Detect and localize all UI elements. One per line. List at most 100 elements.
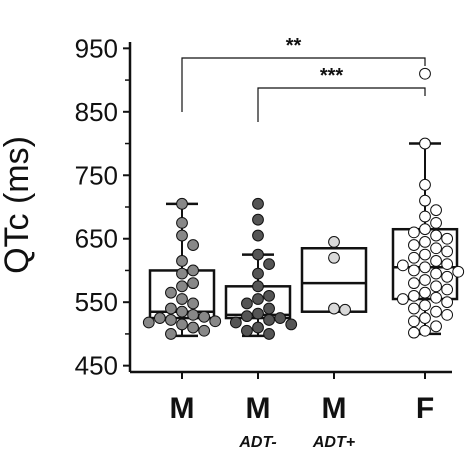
data-point	[430, 255, 442, 267]
data-point	[252, 229, 264, 242]
data-point	[339, 303, 351, 316]
category-label: F	[416, 392, 434, 425]
data-point	[396, 259, 409, 272]
data-point	[176, 305, 188, 318]
data-point	[252, 321, 264, 334]
data-point	[187, 297, 199, 310]
data-point	[252, 197, 264, 210]
data-point	[408, 326, 420, 339]
data-point	[441, 232, 454, 245]
data-point	[408, 226, 420, 239]
data-point	[252, 307, 264, 320]
data-point	[430, 242, 442, 255]
category-label: M	[246, 392, 271, 425]
data-point	[328, 236, 340, 248]
data-point	[263, 328, 275, 340]
data-point	[241, 297, 253, 310]
data-point	[198, 324, 211, 337]
data-point	[252, 293, 264, 305]
data-point	[176, 229, 188, 242]
data-point	[176, 197, 188, 210]
data-point	[419, 210, 431, 223]
data-point	[274, 312, 287, 324]
data-point	[419, 236, 431, 248]
data-point	[285, 318, 298, 331]
data-point	[430, 305, 442, 318]
data-point	[408, 302, 420, 315]
data-point	[241, 324, 253, 337]
bracket-line	[181, 57, 426, 112]
y-tick-label: 550	[75, 287, 118, 317]
data-point	[408, 251, 420, 264]
data-point	[419, 286, 431, 299]
significance-bracket: **	[181, 35, 426, 112]
data-point	[252, 248, 264, 261]
data-point	[408, 264, 420, 277]
data-point	[441, 270, 454, 283]
data-point	[252, 213, 264, 226]
data-point	[430, 216, 442, 229]
data-point	[430, 267, 442, 280]
data-point	[198, 310, 211, 323]
data-point	[252, 267, 264, 280]
y-tick-label: 850	[75, 97, 118, 127]
y-tick-label: 950	[75, 33, 118, 63]
significance-label: ***	[320, 65, 344, 87]
data-point	[142, 316, 155, 329]
data-point	[263, 289, 275, 302]
data-point	[430, 229, 442, 242]
data-point	[441, 308, 454, 321]
data-point	[153, 312, 166, 324]
data-point	[430, 320, 442, 333]
data-point	[441, 245, 454, 258]
data-point	[419, 194, 431, 207]
data-point	[441, 283, 454, 296]
data-point	[187, 277, 199, 290]
data-point	[419, 312, 431, 324]
data-point	[419, 223, 431, 236]
data-point	[187, 264, 199, 277]
data-point	[176, 280, 188, 293]
data-point	[430, 291, 442, 304]
data-point	[176, 216, 188, 229]
data-point	[165, 286, 177, 299]
data-point	[241, 310, 253, 323]
data-point	[419, 137, 431, 150]
y-tick-label: 450	[75, 351, 118, 381]
data-point	[430, 280, 442, 293]
data-point	[419, 67, 431, 80]
category-label: M	[170, 392, 195, 425]
data-point	[419, 261, 431, 274]
data-point	[187, 239, 199, 251]
data-point	[408, 239, 420, 251]
category-sublabel: ADT+	[312, 434, 355, 451]
data-point	[408, 277, 420, 290]
data-point	[165, 302, 177, 315]
data-point	[187, 321, 199, 334]
data-point	[419, 248, 431, 261]
data-point	[209, 315, 222, 328]
category-sublabel: ADT-	[238, 434, 276, 451]
data-point	[328, 251, 340, 264]
data-point	[408, 289, 420, 302]
data-point	[176, 255, 188, 267]
data-point	[441, 296, 454, 309]
y-tick-label: 650	[75, 224, 118, 254]
data-point	[396, 293, 409, 305]
data-point	[408, 315, 420, 328]
data-point	[252, 280, 264, 293]
data-point	[229, 316, 242, 329]
data-point	[419, 299, 431, 312]
data-point	[263, 314, 275, 326]
data-point	[452, 265, 465, 278]
y-axis-label: QTc (ms)	[0, 136, 36, 274]
data-point	[419, 324, 431, 337]
category-label: M	[322, 392, 347, 425]
data-point	[441, 258, 454, 271]
data-point	[165, 314, 177, 326]
data-point	[419, 274, 431, 286]
data-point	[263, 302, 275, 315]
significance-label: **	[286, 35, 302, 57]
data-point	[176, 318, 188, 331]
